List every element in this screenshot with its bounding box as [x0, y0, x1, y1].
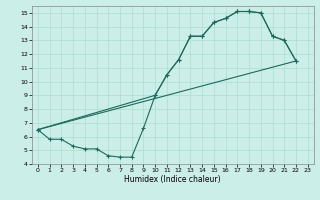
X-axis label: Humidex (Indice chaleur): Humidex (Indice chaleur): [124, 175, 221, 184]
